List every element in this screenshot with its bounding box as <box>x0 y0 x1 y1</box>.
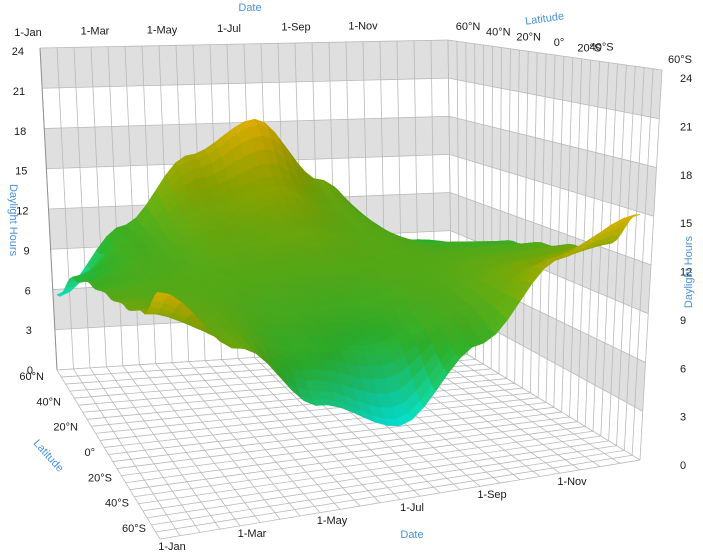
date-tick-top: 1-Jul <box>217 23 241 35</box>
latitude-tick-top: 0° <box>554 37 565 49</box>
floor-gridline <box>117 411 562 469</box>
daylight-tick-left: 6 <box>25 285 31 297</box>
date-tick-bottom: 1-May <box>317 515 348 527</box>
floor-gridline <box>91 382 515 427</box>
floor-gridline <box>112 406 554 462</box>
latitude-axis-title-bottom: Latitude <box>31 437 66 474</box>
right-wall-hline <box>448 77 660 120</box>
date-tick-top: 1-Sep <box>281 22 310 34</box>
axis-labels: 1-Jan 1-Mar 1-May 1-Jul 1-Sep 1-Nov 1-Jan 1-Mar… <box>12 20 693 553</box>
daylight-tick-left: 0 <box>27 365 33 377</box>
daylight-tick-right: 3 <box>680 412 686 424</box>
date-axis-title-bottom: Date <box>400 529 423 541</box>
floor-gridline <box>129 426 586 491</box>
floor-gridline <box>121 416 570 477</box>
daylight-tick-right: 15 <box>680 218 692 230</box>
surface-patch <box>623 214 641 219</box>
left-axis-line <box>39 47 58 371</box>
daylight-tick-left: 15 <box>15 166 27 178</box>
right-wall-band <box>448 40 662 119</box>
floor-gridline <box>104 397 539 448</box>
latitude-tick-top: 20°S <box>577 42 601 54</box>
latitude-tick-top: 40°N <box>486 26 511 38</box>
latitude-tick-top: 60°S <box>668 54 692 66</box>
right-wall-hline <box>447 39 663 71</box>
date-tick-bottom: 1-Nov <box>557 476 587 488</box>
date-tick-bottom: 1-Jul <box>400 502 424 514</box>
date-axis-title-top: Date <box>238 2 261 14</box>
date-tick-bottom: 1-Jan <box>158 541 186 553</box>
daylight-tick-left: 3 <box>26 325 32 337</box>
date-tick-bottom: 1-Sep <box>477 489 506 501</box>
floor-gridline <box>134 430 594 498</box>
latitude-tick-left: 20°S <box>88 472 112 484</box>
date-tick-top: 1-Jan <box>14 27 42 39</box>
floor-gridline <box>99 392 531 441</box>
latitude-tick-top: 20°N <box>516 32 541 44</box>
daylight-tick-right: 18 <box>680 170 692 182</box>
daylight-tick-right: 12 <box>680 267 692 279</box>
floor-gridline <box>159 459 641 540</box>
floor-gridline <box>147 445 617 519</box>
date-tick-top: 1-Mar <box>81 26 110 38</box>
right-wall-hline <box>449 192 652 266</box>
latitude-axis-title-top: Latitude <box>524 10 564 27</box>
floor-gridline <box>108 402 547 455</box>
latitude-tick-left: 40°S <box>105 498 129 510</box>
floor-gridline <box>155 454 633 533</box>
latitude-tick-left: 40°N <box>36 396 61 408</box>
latitude-tick-left: 0° <box>84 447 95 459</box>
floor-gridline <box>95 387 523 434</box>
date-tick-top: 1-Nov <box>348 20 378 32</box>
right-wall-hline <box>449 153 654 217</box>
daylight-tick-right: 21 <box>680 121 692 133</box>
daylight-tick-right: 24 <box>680 73 692 85</box>
daylight-tick-right: 0 <box>680 460 686 472</box>
floor-gridline <box>125 421 578 484</box>
daylight-axis-title-left: Daylight Hours <box>7 184 19 257</box>
daylight-axis-title-right: Daylight Hours <box>683 235 695 308</box>
right-wall-hline <box>448 115 657 168</box>
daylight-tick-left: 9 <box>24 245 30 257</box>
floor-plane <box>57 345 640 539</box>
latitude-tick-top: 60°N <box>456 21 481 33</box>
daylight-tick-right: 9 <box>680 315 686 327</box>
daylight-tick-left: 12 <box>16 206 28 218</box>
floor-gridline <box>151 450 625 526</box>
floor-gridline <box>138 435 601 505</box>
back-wall-hline <box>39 39 449 49</box>
date-tick-top: 1-May <box>147 24 178 36</box>
daylight-surface <box>56 118 641 427</box>
floor-gridline <box>142 440 609 512</box>
chart-floor <box>56 344 641 540</box>
latitude-tick-top: 40°S <box>590 42 614 54</box>
date-tick-bottom: 1-Mar <box>238 528 267 540</box>
back-wall-hline <box>42 77 449 89</box>
daylight-tick-right: 6 <box>680 363 686 375</box>
daylight-tick-left: 24 <box>12 46 24 58</box>
daylight-tick-left: 21 <box>13 86 25 98</box>
latitude-tick-left: 20°N <box>53 422 78 434</box>
daylight-tick-left: 18 <box>14 126 26 138</box>
latitude-tick-left: 60°S <box>122 523 146 535</box>
latitude-tick-left: 60°N <box>19 371 44 383</box>
